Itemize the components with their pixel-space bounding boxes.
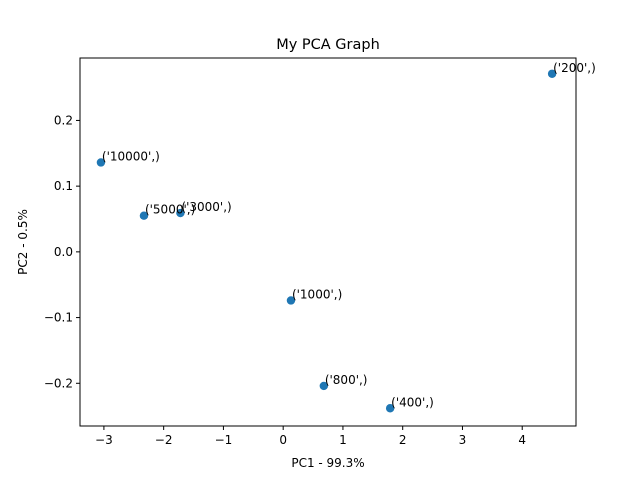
point-labels: ('200',) ('10000',) ('5000',)('3000',) ('10… <box>102 61 596 409</box>
y-tick-label: −0.1 <box>44 311 73 325</box>
data-point <box>96 158 106 167</box>
data-point <box>547 69 557 78</box>
point-label: ('1000',) <box>292 287 342 301</box>
chart-title: My PCA Graph <box>276 37 380 53</box>
point-label: ('200',) <box>553 61 596 75</box>
x-tick-label: −1 <box>215 433 233 447</box>
x-tick-label: 4 <box>518 433 526 447</box>
point-label: ('400',) <box>391 395 434 409</box>
x-tick-label: 3 <box>459 433 467 447</box>
x-axis-label: PC1 - 99.3% <box>291 456 364 470</box>
x-tick-label: 0 <box>279 433 287 447</box>
x-tick-label: 1 <box>339 433 347 447</box>
y-tick-label: −0.2 <box>44 376 73 390</box>
point-label: ('10000',) <box>102 149 160 163</box>
data-point <box>319 381 329 391</box>
plot-area-frame <box>79 57 577 427</box>
data-point <box>286 296 296 305</box>
data-point <box>139 211 149 220</box>
point-label: ('800',) <box>325 373 368 387</box>
point-label: ('3000',) <box>181 200 231 214</box>
x-tick-label: −3 <box>95 433 113 447</box>
x-tick-label: 2 <box>399 433 407 447</box>
y-tick-label: 0.1 <box>54 179 73 193</box>
y-tick-label: 0.2 <box>54 113 73 127</box>
y-axis-label: PC2 - 0.5% <box>16 209 30 275</box>
data-points <box>96 69 557 413</box>
x-tick-label: −2 <box>155 433 173 447</box>
point-label: ('5000',) <box>145 203 195 217</box>
y-tick-label: 0.0 <box>54 245 73 259</box>
data-point <box>385 404 395 413</box>
axis-ticks: −3 −2 −1 0 1 2 3 4 −0.2 −0.1 0.0 0.1 0.2 <box>44 113 526 447</box>
data-point <box>176 208 185 218</box>
